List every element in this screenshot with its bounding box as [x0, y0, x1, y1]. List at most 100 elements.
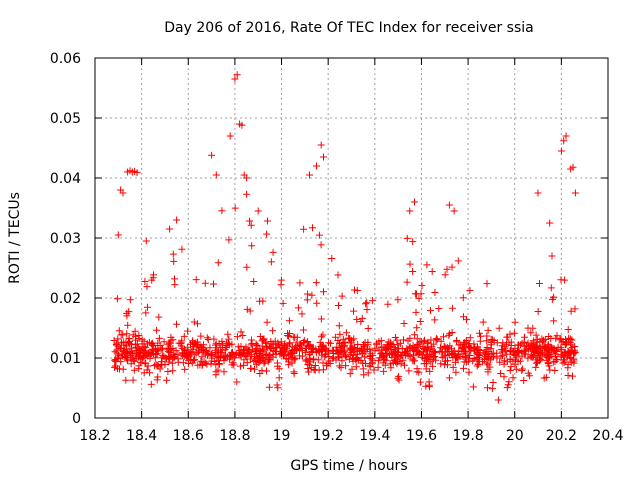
- data-point: [253, 341, 261, 349]
- data-point: [116, 365, 123, 373]
- data-point: [269, 327, 277, 335]
- data-point: [317, 315, 325, 323]
- data-point: [454, 257, 462, 265]
- data-point: [256, 370, 264, 377]
- x-tick-label: 20.4: [592, 428, 623, 444]
- data-point: [275, 374, 283, 382]
- data-point: [444, 347, 451, 355]
- data-point: [483, 344, 491, 351]
- data-point: [386, 338, 394, 346]
- data-point: [535, 344, 543, 352]
- data-point: [334, 271, 342, 279]
- data-point: [282, 355, 290, 362]
- data-point: [243, 359, 251, 367]
- data-point: [152, 350, 160, 358]
- data-point: [394, 358, 401, 366]
- data-point: [252, 340, 260, 348]
- data-point: [118, 350, 126, 358]
- data-point: [313, 299, 321, 307]
- data-point: [126, 296, 134, 304]
- data-point: [462, 348, 470, 356]
- data-point: [338, 292, 346, 300]
- data-point: [380, 367, 388, 375]
- data-point: [338, 357, 346, 365]
- data-point: [403, 345, 411, 353]
- data-point: [524, 345, 532, 353]
- data-point: [117, 358, 125, 366]
- data-point: [327, 339, 334, 347]
- data-point: [474, 361, 482, 368]
- data-point: [309, 224, 316, 232]
- x-tick-label: 19: [273, 428, 291, 444]
- data-point: [164, 368, 172, 375]
- data-point: [315, 347, 323, 355]
- data-point: [401, 361, 408, 369]
- data-point: [536, 338, 544, 346]
- data-point: [187, 355, 194, 363]
- data-point: [247, 221, 255, 229]
- y-tick-label: 0.06: [50, 51, 81, 67]
- data-point: [483, 359, 491, 367]
- data-point: [424, 339, 431, 347]
- data-point: [433, 335, 441, 343]
- data-point: [277, 281, 285, 289]
- data-point: [569, 372, 576, 380]
- data-point: [504, 333, 512, 341]
- data-point: [132, 333, 139, 341]
- data-point: [364, 338, 372, 346]
- data-point: [347, 339, 355, 347]
- data-point: [561, 276, 569, 284]
- data-point: [265, 355, 273, 363]
- data-point: [500, 373, 508, 381]
- data-point: [144, 362, 152, 370]
- data-point: [518, 367, 526, 374]
- data-point: [488, 385, 496, 393]
- data-point: [374, 357, 382, 365]
- data-point: [147, 380, 155, 388]
- data-point: [250, 278, 258, 285]
- data-point: [218, 207, 226, 215]
- data-point: [335, 362, 343, 370]
- data-point: [168, 359, 176, 367]
- data-point: [536, 357, 544, 365]
- data-point: [387, 343, 395, 351]
- data-point: [311, 366, 319, 374]
- data-point: [437, 344, 444, 352]
- data-point: [304, 338, 312, 345]
- data-point: [465, 355, 473, 363]
- data-point: [206, 344, 214, 352]
- x-tick-label: 19.6: [406, 428, 437, 444]
- data-point: [422, 382, 430, 390]
- data-point: [308, 346, 316, 354]
- data-point: [411, 198, 418, 206]
- data-point: [435, 305, 443, 312]
- data-point: [123, 330, 131, 338]
- data-point: [173, 216, 181, 224]
- data-point: [421, 354, 429, 362]
- data-point: [406, 207, 414, 215]
- data-point: [493, 354, 501, 362]
- data-point: [277, 338, 285, 346]
- data-point: [560, 356, 567, 364]
- data-point: [312, 279, 320, 287]
- data-point: [125, 335, 133, 343]
- data-point: [298, 310, 306, 318]
- data-point: [441, 271, 449, 279]
- data-point: [304, 361, 312, 368]
- data-point: [165, 345, 172, 353]
- data-point: [255, 359, 263, 366]
- data-point: [560, 137, 568, 145]
- data-point: [465, 368, 473, 376]
- data-point: [490, 352, 497, 360]
- data-point: [509, 348, 517, 356]
- data-point: [241, 350, 249, 357]
- data-point: [285, 332, 292, 340]
- data-point: [156, 365, 164, 373]
- data-point: [352, 363, 360, 371]
- data-point: [214, 366, 222, 374]
- data-point: [512, 365, 520, 373]
- x-tick-label: 19.8: [453, 428, 484, 444]
- data-point: [505, 378, 513, 386]
- data-point: [157, 346, 165, 354]
